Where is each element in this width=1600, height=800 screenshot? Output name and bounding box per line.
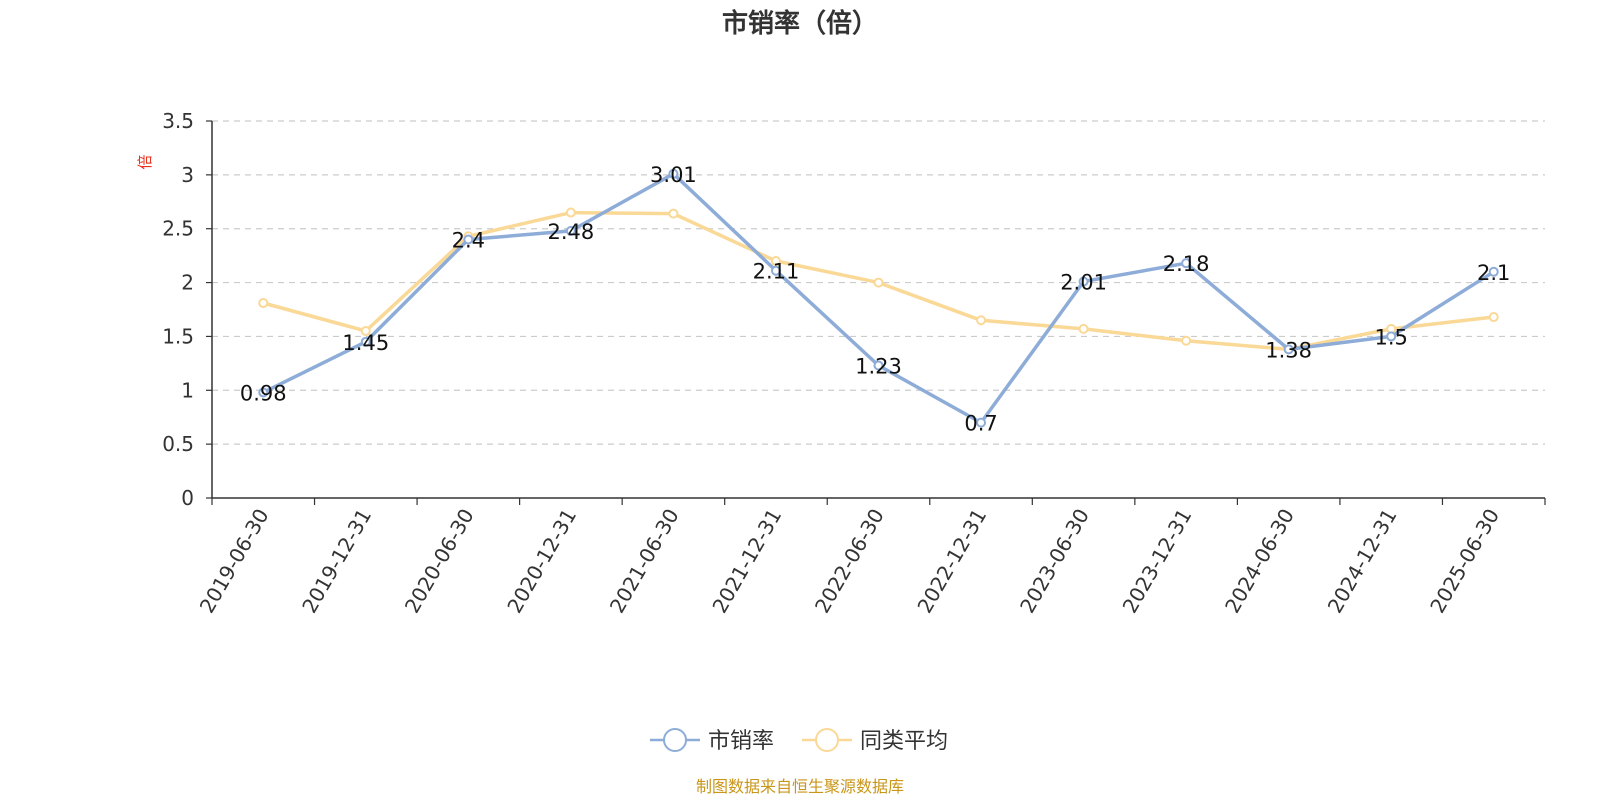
x-tick-label: 2020-06-30: [400, 505, 479, 618]
x-axis-ticks: 2019-06-30 2019-12-31 2020-06-30 2020-12-31…: [195, 498, 1546, 618]
data-label: 1.38: [1265, 338, 1312, 362]
data-point: [258, 298, 269, 309]
source-note: 制图数据来自恒生聚源数据库: [696, 777, 904, 796]
data-point: [360, 326, 371, 337]
y-tick-label: 0.5: [162, 432, 194, 456]
x-tick-label: 2022-06-30: [810, 505, 889, 618]
data-label: 2.18: [1163, 252, 1210, 276]
data-label: 1.23: [855, 355, 902, 379]
x-tick-label: 2021-12-31: [707, 505, 786, 618]
data-point: [873, 277, 884, 288]
data-point: [1181, 258, 1192, 269]
data-point: [668, 168, 679, 179]
x-tick-label: 2019-12-31: [297, 505, 376, 618]
data-point: [1488, 266, 1499, 277]
x-tick-label: 2025-06-30: [1425, 505, 1504, 618]
data-point: [1283, 344, 1294, 355]
x-tick-label: 2019-06-30: [195, 505, 274, 618]
data-point: [1488, 312, 1499, 323]
y-tick-label: 2.5: [162, 217, 194, 241]
data-point: [1386, 331, 1397, 342]
legend-label: 同类平均: [860, 729, 948, 754]
data-label: 0.98: [240, 381, 287, 405]
chart-title: 市销率（倍）: [722, 8, 878, 39]
data-label: 2.01: [1060, 270, 1107, 294]
data-labels: 0.98 1.45 2.4 2.48 3.01 2.11 1.23 0.7 2.01 2.18 1.…: [240, 163, 1511, 436]
legend[interactable]: 市销率 同类平均: [650, 728, 948, 754]
data-point: [1078, 323, 1089, 334]
data-point: [565, 207, 576, 218]
data-point: [976, 315, 987, 326]
data-point: [1181, 335, 1192, 346]
x-tick-label: 2022-12-31: [912, 505, 991, 618]
x-tick-label: 2024-06-30: [1220, 505, 1299, 618]
y-tick-label: 2: [181, 271, 194, 295]
axes: [211, 121, 1545, 499]
data-label: 3.01: [650, 163, 697, 187]
y-tick-label: 3.5: [162, 109, 194, 133]
x-tick-label: 2021-06-30: [605, 505, 684, 618]
x-tick-label: 2020-12-31: [502, 505, 581, 618]
data-point: [976, 417, 987, 428]
data-label: 0.7: [964, 412, 997, 436]
y-tick-label: 1.5: [162, 324, 194, 348]
legend-label: 市销率: [708, 729, 774, 754]
y-axis-ticks: 0 0.5 1 1.5 2 2.5 3 3.5: [162, 109, 212, 510]
data-label: 2.4: [452, 228, 485, 252]
legend-item-1[interactable]: 同类平均: [802, 728, 948, 754]
legend-item-0[interactable]: 市销率: [650, 728, 774, 754]
grid-lines: [212, 120, 1545, 445]
x-tick-label: 2024-12-31: [1323, 505, 1402, 618]
series-lines: [262, 172, 1495, 425]
data-point: [463, 234, 474, 245]
data-label: 2.1: [1477, 261, 1510, 285]
data-point: [873, 360, 884, 371]
y-axis-unit: 倍: [136, 154, 154, 169]
data-point: [258, 387, 269, 398]
series-line-0: [262, 172, 1495, 425]
x-tick-label: 2023-12-31: [1118, 505, 1197, 618]
data-label: 2.48: [548, 220, 595, 244]
y-tick-label: 1: [181, 378, 194, 402]
data-point: [1078, 276, 1089, 287]
series-points: [258, 168, 1499, 428]
data-point: [565, 225, 576, 236]
y-tick-label: 0: [181, 486, 194, 510]
data-point: [770, 265, 781, 276]
data-label: 2.11: [753, 260, 800, 284]
legend-marker: [815, 728, 839, 752]
data-point: [770, 256, 781, 267]
data-point: [360, 336, 371, 347]
x-tick-label: 2023-06-30: [1015, 505, 1094, 618]
y-tick-label: 3: [181, 163, 194, 187]
data-label: 1.45: [342, 331, 389, 355]
legend-marker: [663, 728, 687, 752]
data-point: [668, 208, 679, 219]
data-label: 1.5: [1374, 325, 1407, 349]
